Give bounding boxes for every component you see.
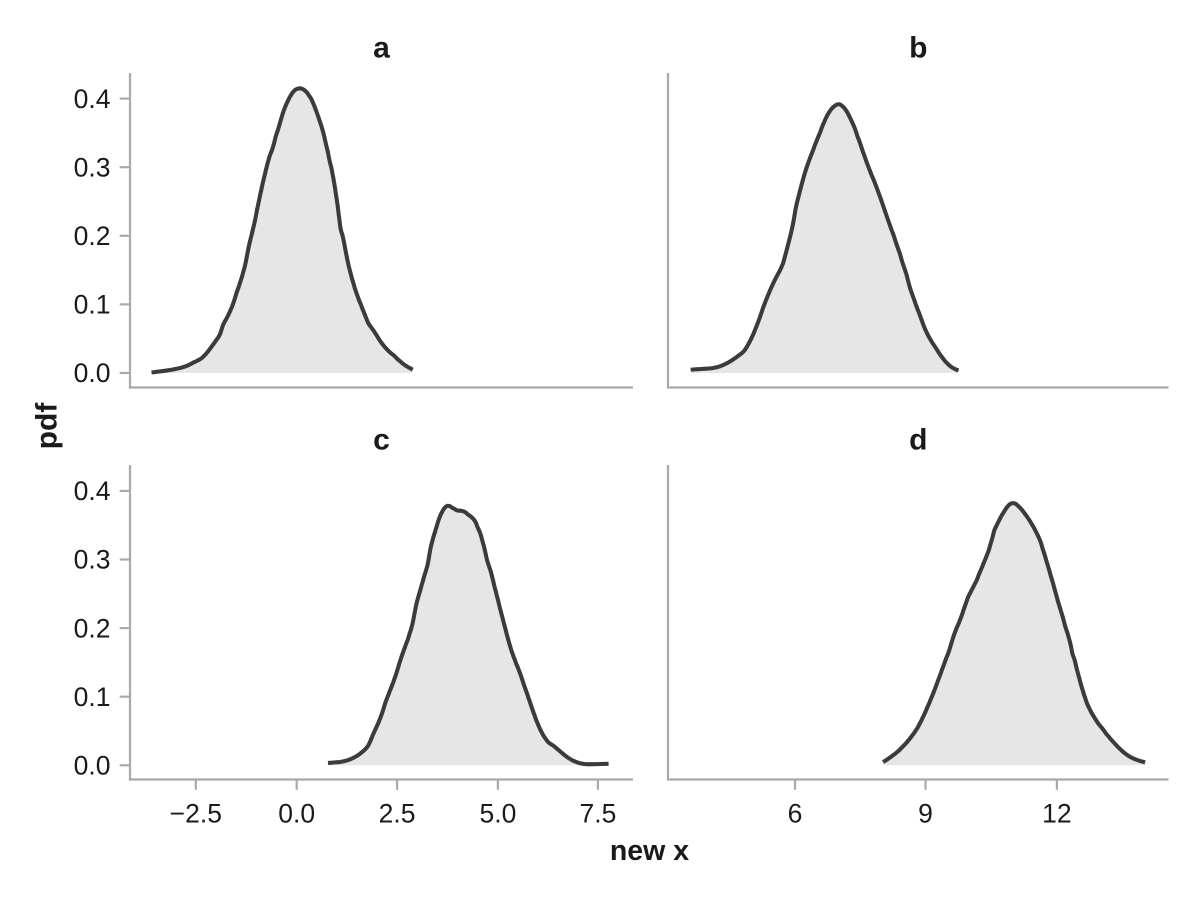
svg-text:0.1: 0.1: [74, 682, 111, 712]
svg-text:2.5: 2.5: [379, 799, 416, 829]
svg-text:0.3: 0.3: [74, 545, 111, 575]
svg-text:0.2: 0.2: [74, 221, 111, 251]
svg-text:6: 6: [788, 799, 803, 829]
svg-text:12: 12: [1042, 799, 1071, 829]
svg-text:0.4: 0.4: [74, 84, 111, 114]
svg-text:new x: new x: [610, 835, 689, 867]
svg-text:0.1: 0.1: [74, 290, 111, 320]
svg-text:0.0: 0.0: [278, 799, 315, 829]
svg-text:0.0: 0.0: [74, 751, 111, 781]
svg-text:0.4: 0.4: [74, 476, 111, 506]
svg-text:d: d: [909, 424, 927, 457]
svg-text:5.0: 5.0: [479, 799, 516, 829]
svg-text:9: 9: [918, 799, 933, 829]
svg-text:c: c: [373, 424, 390, 457]
svg-text:−2.5: −2.5: [170, 799, 222, 829]
svg-text:b: b: [909, 32, 927, 65]
svg-text:0.0: 0.0: [74, 358, 111, 388]
svg-text:a: a: [373, 32, 390, 65]
svg-text:7.5: 7.5: [579, 799, 616, 829]
svg-text:pdf: pdf: [31, 402, 64, 450]
svg-text:0.3: 0.3: [74, 152, 111, 182]
svg-text:0.2: 0.2: [74, 613, 111, 643]
